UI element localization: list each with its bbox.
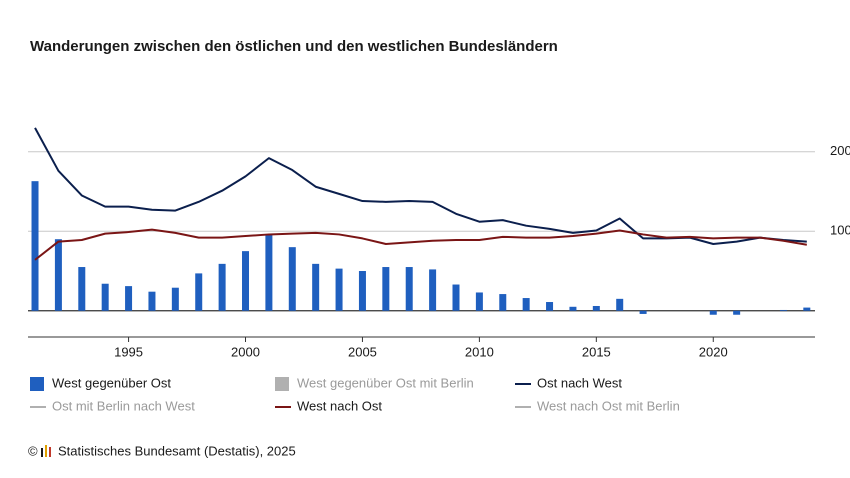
line: [34, 228, 807, 261]
bar: [616, 298, 624, 311]
bar: [569, 306, 577, 311]
bar: [195, 273, 203, 311]
bar: [265, 234, 273, 311]
bar: [125, 286, 133, 311]
x-tick-label: 1995: [114, 344, 143, 359]
bar: [592, 305, 600, 311]
bar: [288, 247, 296, 311]
source: Statistisches Bundesamt (Destatis), 2025: [58, 443, 296, 458]
legend-label: Ost mit Berlin nach West: [52, 398, 195, 413]
bar: [312, 263, 320, 311]
bar: [382, 267, 390, 311]
bar: [522, 298, 530, 311]
bar: [335, 268, 343, 311]
legend-label: West gegenüber Ost: [52, 375, 171, 390]
bar: [358, 271, 366, 311]
legend-label: Ost nach West: [537, 375, 622, 390]
bar: [218, 263, 226, 311]
line: [34, 127, 807, 245]
bar: [803, 307, 811, 311]
bar: [148, 291, 156, 311]
bar: [171, 287, 179, 311]
chart-title: Wanderungen zwischen den östlichen und d…: [30, 38, 558, 55]
bar: [54, 239, 62, 311]
bar: [546, 302, 554, 311]
bar: [405, 267, 413, 311]
bar: [779, 309, 787, 311]
source-prefix: ©: [28, 443, 38, 458]
bar: [31, 181, 39, 311]
x-tick-label: 2000: [231, 344, 260, 359]
bar: [639, 310, 647, 314]
bar: [452, 284, 460, 311]
legend-label: West nach Ost: [297, 398, 382, 413]
bar: [78, 267, 86, 311]
x-tick-label: 2010: [465, 344, 494, 359]
bar: [709, 310, 717, 315]
bar: [429, 269, 437, 311]
x-tick-label: 2005: [348, 344, 377, 359]
bar: [733, 310, 741, 315]
legend-label: West gegenüber Ost mit Berlin: [297, 375, 474, 390]
logo: [41, 445, 51, 457]
y-tick-label: 100: [830, 223, 850, 238]
bar: [242, 251, 250, 311]
bar: [101, 283, 109, 311]
legend-swatch: [30, 377, 44, 391]
x-tick-label: 2020: [699, 344, 728, 359]
bar: [475, 292, 483, 311]
legend-swatch: [275, 377, 289, 391]
x-tick-label: 2015: [582, 344, 611, 359]
bar: [499, 294, 507, 311]
y-tick-label: 200: [830, 143, 850, 158]
legend-label: West nach Ost mit Berlin: [537, 398, 680, 413]
